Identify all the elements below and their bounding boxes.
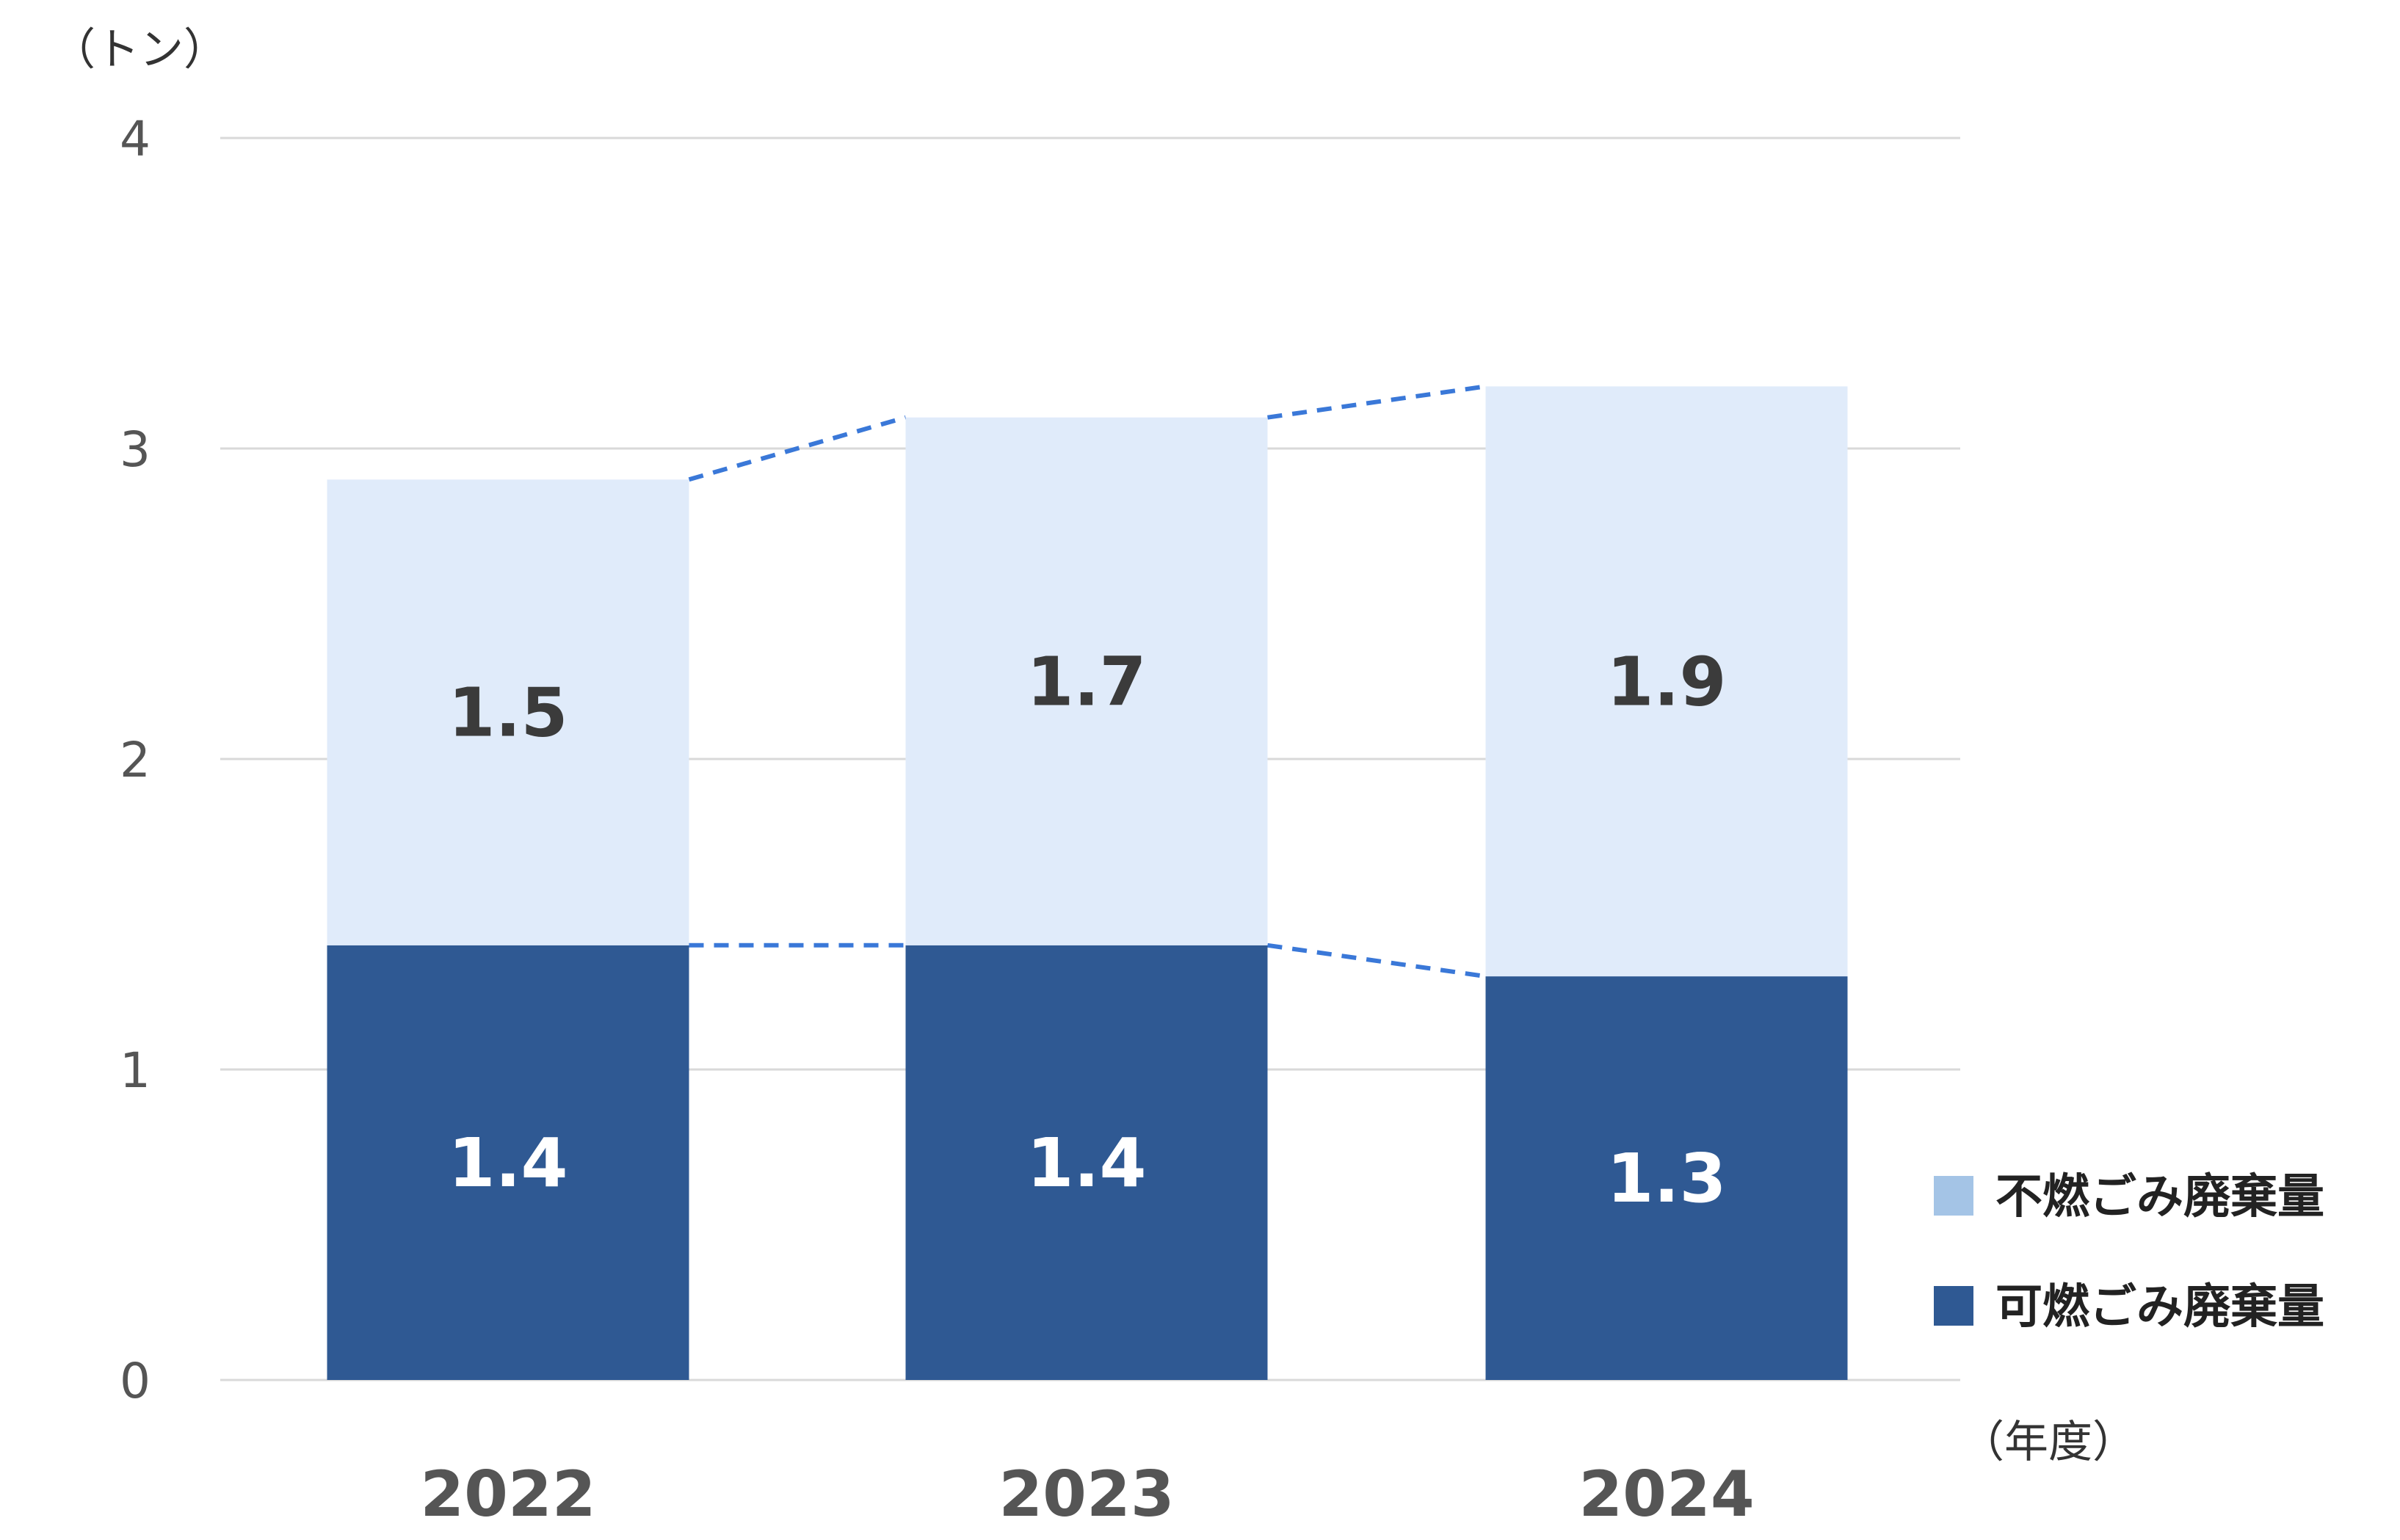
data-label-2022-series-0: 1.4 bbox=[449, 1124, 568, 1202]
y-tick-label-2: 2 bbox=[120, 732, 151, 788]
x-tick-label-2022: 2022 bbox=[420, 1458, 595, 1531]
y-tick-label-0: 0 bbox=[120, 1353, 151, 1409]
bar-2022-series-0 bbox=[327, 945, 689, 1380]
bar-2022-series-1 bbox=[327, 479, 689, 945]
data-label-2023-series-1: 1.7 bbox=[1027, 642, 1147, 721]
bars bbox=[327, 386, 1848, 1380]
y-tick-label-3: 3 bbox=[120, 421, 151, 478]
data-label-2024-series-1: 1.9 bbox=[1607, 642, 1727, 721]
y-axis-unit-label: （トン） bbox=[51, 24, 228, 76]
bar-2023-series-1 bbox=[905, 417, 1268, 945]
data-labels: 1.4 1.5 1.4 1.7 1.3 1.9 bbox=[449, 642, 1727, 1218]
legend-label-0: 不燃ごみ廃棄量 bbox=[1995, 1170, 2324, 1224]
bar-2024-series-1 bbox=[1485, 386, 1848, 977]
bar-2023-series-0 bbox=[905, 945, 1268, 1380]
y-tick-label-1: 1 bbox=[120, 1042, 151, 1099]
data-label-2023-series-0: 1.4 bbox=[1027, 1124, 1147, 1202]
bar-connectors bbox=[688, 384, 1486, 979]
data-label-2022-series-1: 1.5 bbox=[449, 674, 568, 752]
connector-series-0-1 bbox=[1267, 942, 1486, 979]
data-label-2024-series-0: 1.3 bbox=[1607, 1139, 1727, 1218]
legend-label-1: 可燃ごみ廃棄量 bbox=[1995, 1280, 2324, 1334]
x-tick-label-2024: 2024 bbox=[1578, 1458, 1754, 1531]
connector-series-1-1 bbox=[1267, 384, 1486, 420]
legend-swatch-1 bbox=[1934, 1286, 1973, 1326]
x-axis-unit-label: （年度） bbox=[1960, 1417, 2136, 1468]
y-tick-label-4: 4 bbox=[120, 111, 151, 167]
connector-series-1-0 bbox=[688, 415, 907, 482]
legend-swatch-0 bbox=[1934, 1176, 1973, 1216]
bar-2024-series-0 bbox=[1485, 976, 1848, 1380]
x-axis-categories: 2022 2023 2024 bbox=[420, 1458, 1754, 1531]
x-tick-label-2023: 2023 bbox=[998, 1458, 1174, 1531]
y-axis-ticks: 0 1 2 3 4 bbox=[120, 111, 151, 1409]
